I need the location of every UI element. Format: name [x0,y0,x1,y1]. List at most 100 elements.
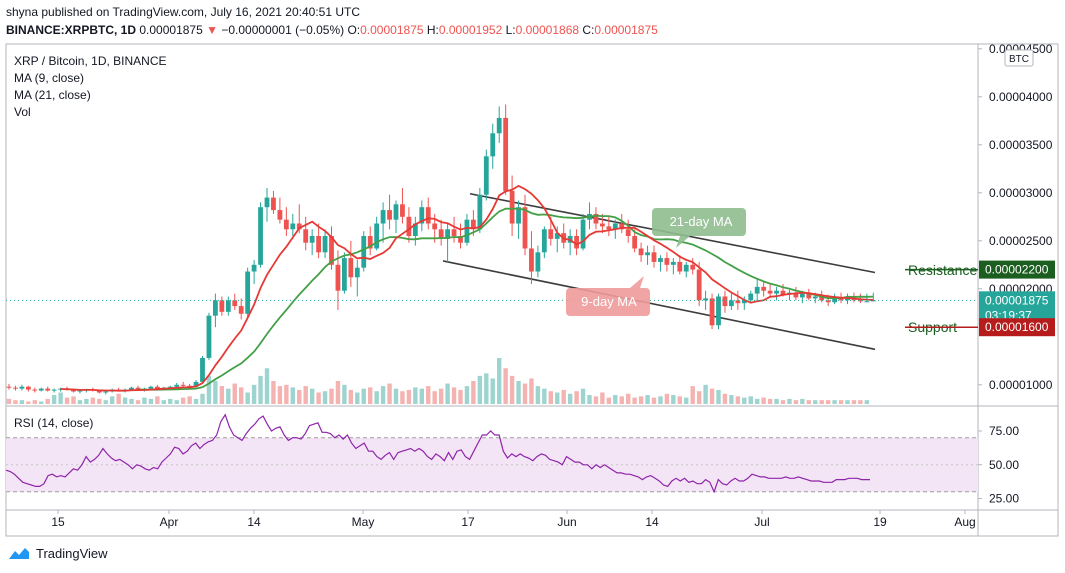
candle-body [283,219,289,230]
brand-label: TradingView [36,546,108,561]
rsi-line [5,413,870,494]
volume-bar [284,384,289,404]
volume-bar [303,386,308,404]
volume-bar [361,388,366,404]
volume-bar [451,387,457,404]
candle-body [432,223,438,230]
volume-bar [193,398,199,404]
volume-bar [161,400,166,404]
volume-bar [600,392,605,404]
volume-bar [626,393,631,404]
candle-body [51,389,57,391]
support-price-badge [979,318,1055,337]
candle-body [335,264,341,291]
time-tick-label: Jul [754,515,769,529]
volume-bar [148,398,154,404]
volume-bar [632,397,637,404]
candle-body [812,296,818,299]
volume-bar [45,398,50,404]
low-value: 0.00001868 [515,23,580,37]
time-tick-label: Aug [954,515,975,529]
legend-ma21[interactable]: MA (21, close) [14,88,91,102]
candle-body [541,229,547,253]
candle-body [774,290,779,294]
volume-bar [509,375,515,404]
ma9-callout-label: 9-day MA [581,294,637,309]
publish-line: shyna published on TradingView.com, July… [6,5,360,19]
candle-body [238,306,244,314]
candle-body [148,386,154,389]
current-price-badge [979,291,1055,324]
volume-bar [103,400,108,404]
volume-bar [561,389,566,404]
candle-body [574,236,579,249]
volume-bar [264,368,270,404]
tradingview-logo-icon [9,547,29,559]
time-tick-label: 19 [873,515,887,529]
candle-body [696,269,702,301]
volume-bar [832,400,837,404]
support-price-badge-text: 0.00001600 [985,320,1049,334]
candle-body [709,298,715,326]
candle-body [264,197,270,208]
volume-bar [413,387,418,404]
volume-bar [58,392,63,404]
candle-body [329,236,334,265]
candle-body [632,236,638,249]
volume-bar [400,391,405,404]
legend-vol[interactable]: Vol [14,105,31,119]
volume-bar [638,396,644,404]
candle-body [458,236,463,243]
candle-body [13,387,18,389]
volume-bar [110,396,115,404]
rsi-tick-label: 75.00 [989,424,1019,438]
volume-bar [251,384,257,404]
volume-bar [858,400,863,404]
ma9-line [60,184,874,392]
volume-bar [32,400,37,404]
candle-body [232,300,238,307]
candle-body [522,207,528,249]
close-label: C: [582,23,595,37]
candle-body [683,264,689,272]
volume-bar [348,389,354,404]
volume-bar [116,393,121,404]
candle-body [77,390,83,392]
candle-body [451,229,457,236]
currency-badge-box [1004,49,1034,67]
volume-bar [864,400,870,404]
candle-body [677,261,683,272]
candle-body [25,386,31,390]
candle-body [393,204,399,220]
volume-bar [316,392,321,404]
volume-bar [813,400,818,404]
time-tick-label: 14 [645,515,659,529]
volume-bar [748,396,753,404]
volume-bar [219,386,225,404]
candle-body [6,386,12,388]
ohlc-line: BINANCE:XRPBTC, 1D 0.00001875 ▼ −0.00000… [6,23,658,37]
volume-bar [664,393,670,404]
legend-ma9[interactable]: MA (9, close) [14,71,85,85]
candle-body [535,252,541,272]
candle-body [858,300,863,302]
volume-bar [232,383,237,404]
volume-bar [419,388,424,404]
candle-body [612,223,618,230]
candle-body [767,290,773,294]
legend-rsi[interactable]: RSI (14, close) [14,416,94,430]
candle-body [509,190,515,224]
candle-body [245,271,251,314]
price-tick-label: 0.00002500 [989,234,1053,248]
candle-body [748,293,754,301]
candle-body [819,296,825,301]
tradingview-brand[interactable]: TradingView [8,546,108,561]
candle-body [477,194,483,230]
volume-bar [535,386,541,404]
candle-body [71,389,76,392]
volume-bar [716,389,721,404]
candle-body [625,229,631,236]
volume-bar [567,393,573,404]
candle-body [380,210,386,224]
